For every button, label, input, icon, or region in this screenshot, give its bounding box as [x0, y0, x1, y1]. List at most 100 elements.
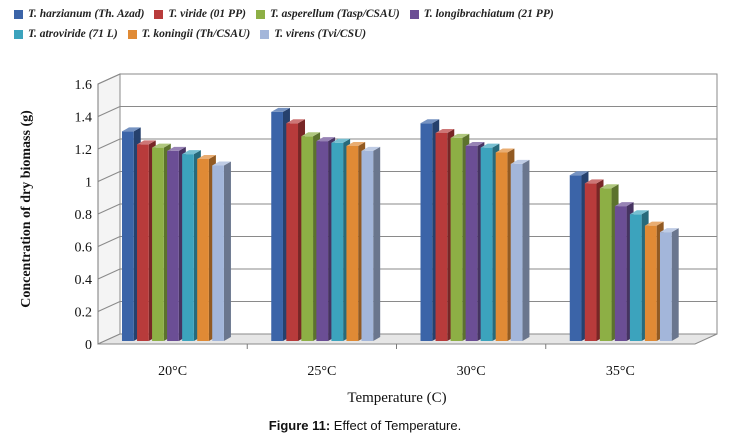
bar-top [644, 221, 664, 226]
legend-item: T. longibrachiatum (21 PP) [409, 8, 554, 20]
bar-front [644, 225, 657, 341]
bar-top [137, 140, 156, 145]
legend-item: T. harzianum (Th. Azad) [14, 8, 144, 20]
bar-front [465, 146, 478, 341]
bar-front [301, 136, 314, 341]
bar-front [450, 137, 463, 341]
bar-front [197, 159, 209, 341]
bar-front [271, 111, 283, 341]
gridline-side [97, 301, 121, 312]
bar-front [420, 123, 433, 341]
bar-top [286, 119, 306, 124]
bar-top [197, 155, 216, 159]
bar-top [629, 210, 649, 215]
legend-label: T. atroviride (71 L) [28, 28, 118, 40]
bar-front [212, 165, 224, 341]
x-tick-label: 30°C [457, 364, 486, 379]
legend-swatch [409, 9, 419, 19]
legend-label: T. viride (01 PP) [168, 8, 246, 20]
gridline-side [97, 138, 121, 150]
bar-top [510, 159, 530, 164]
legend-row: T. harzianum (Th. Azad) T. viride (01 PP)… [14, 4, 720, 24]
bar-side [223, 161, 231, 341]
legend-label: T. virens (Tvi/CSU) [274, 28, 367, 40]
y-tick-label: 0.2 [75, 306, 93, 321]
bar-top [182, 150, 201, 155]
legend-label: T. asperellum (Tasp/CSAU) [269, 8, 400, 20]
bar-top [614, 202, 634, 207]
legend-swatch [14, 9, 23, 19]
bar-top [331, 138, 351, 143]
legend-swatch [14, 29, 23, 39]
y-tick-label: 1.6 [75, 78, 93, 93]
bar-top [301, 132, 321, 137]
bar-top [271, 107, 290, 112]
gridline-side [97, 171, 121, 182]
bar-front [122, 131, 134, 341]
bar [659, 228, 679, 341]
legend-swatch [255, 9, 265, 19]
y-tick-label: 0.8 [75, 208, 93, 223]
bar-front [584, 183, 597, 341]
bar-top [495, 148, 515, 153]
bar-top [346, 142, 366, 146]
caption-label: Figure 11: [268, 418, 331, 433]
bar-top [480, 143, 500, 148]
bar-side [373, 146, 381, 341]
bar-front [167, 150, 179, 341]
y-tick-label: 0.6 [75, 241, 93, 256]
figure-caption: Figure 11: Effect of Temperature. [0, 418, 730, 433]
caption-text: Effect of Temperature. [330, 418, 462, 433]
bar-front [510, 163, 523, 341]
bar-front [152, 147, 164, 341]
bar-top [450, 133, 470, 138]
y-tick-label: 1.2 [75, 143, 93, 158]
bar-top [584, 179, 604, 184]
gridline-side [97, 203, 121, 215]
bar-side [522, 159, 530, 341]
bar [510, 159, 530, 341]
y-tick-label: 1.4 [75, 111, 93, 126]
bar-top [361, 146, 381, 151]
bar-front [316, 141, 329, 341]
bar [212, 161, 231, 341]
y-tick-label: 0 [85, 338, 92, 353]
floor [97, 333, 718, 345]
bar-top [167, 146, 186, 151]
bar-front [614, 206, 627, 341]
bars [122, 107, 679, 341]
bar-front [361, 150, 374, 341]
bar-front [137, 144, 149, 341]
bar-front [629, 214, 642, 341]
legend-swatch [260, 29, 270, 39]
bar-top [465, 142, 485, 146]
bar-front [495, 152, 508, 341]
gridline-side [97, 106, 121, 117]
bar-front [569, 175, 582, 341]
bar-front [182, 154, 194, 341]
bar-top [420, 119, 440, 124]
legend-item: T. viride (01 PP) [154, 8, 246, 20]
y-tick-label: 1 [85, 176, 92, 191]
y-axis-ticks: 0 0.2 0.4 0.6 0.8 1 1.2 1.4 1.6 [75, 78, 93, 353]
bar-side [671, 228, 679, 341]
gridline-side [97, 73, 121, 85]
bar-top [569, 171, 589, 176]
bar-front [435, 133, 448, 341]
x-axis-ticks: 20°C 25°C 30°C 35°C [158, 344, 635, 379]
bar-top [659, 228, 679, 233]
bar [361, 146, 381, 341]
bar-top [316, 137, 336, 142]
gridline-side [97, 268, 121, 280]
bar-top [435, 129, 455, 133]
y-tick-label: 0.4 [75, 273, 93, 288]
x-tick-label: 20°C [158, 364, 187, 379]
bar-top [599, 184, 619, 189]
x-tick-label: 35°C [606, 364, 635, 379]
gridline-side [97, 236, 121, 247]
x-tick-label: 25°C [307, 364, 336, 379]
bar-front [346, 146, 359, 341]
x-axis-label: Temperature (C) [347, 390, 446, 406]
legend-item: T. koningii (Th/CSAU) [127, 28, 250, 40]
